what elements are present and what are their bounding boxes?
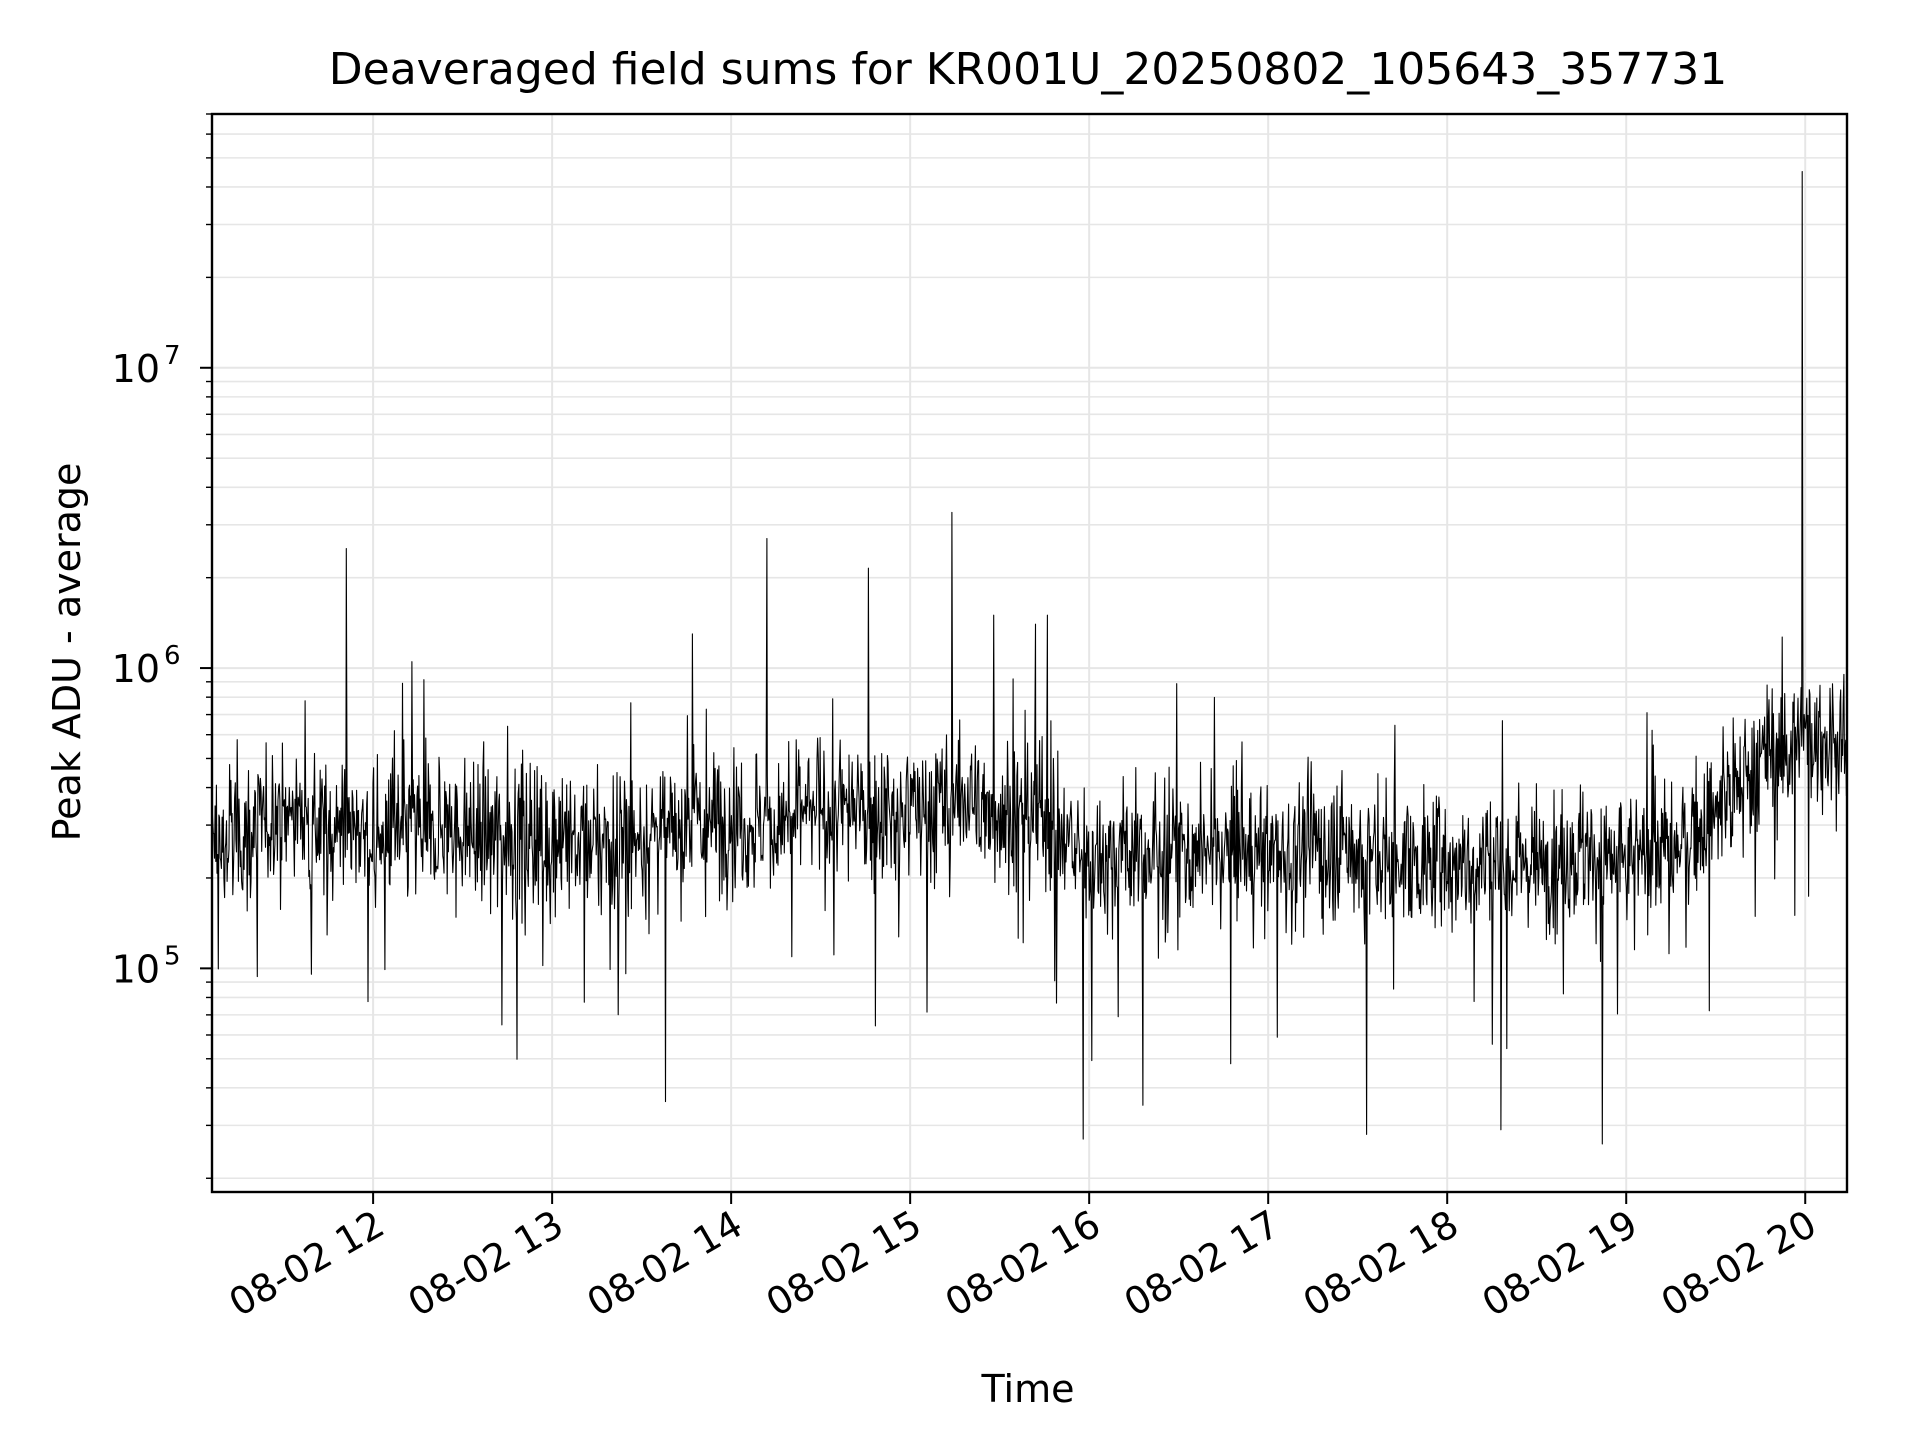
y-tick-label: 10 [112,647,160,691]
y-tick-label: 10 [112,347,160,391]
series-line [211,171,1848,1145]
y-tick-label-exponent: 5 [164,941,181,971]
y-tick-label: 10 [112,947,160,991]
y-tick-label-exponent: 7 [164,341,181,371]
plot-frame [210,112,1849,1194]
y-tick-label-exponent: 6 [164,641,181,671]
x-axis-label: Time [981,1367,1075,1411]
data-series [211,171,1848,1145]
y-axis-label: Peak ADU - average [45,463,89,842]
chart-title: Deaveraged field sums for KR001U_2025080… [329,44,1727,95]
